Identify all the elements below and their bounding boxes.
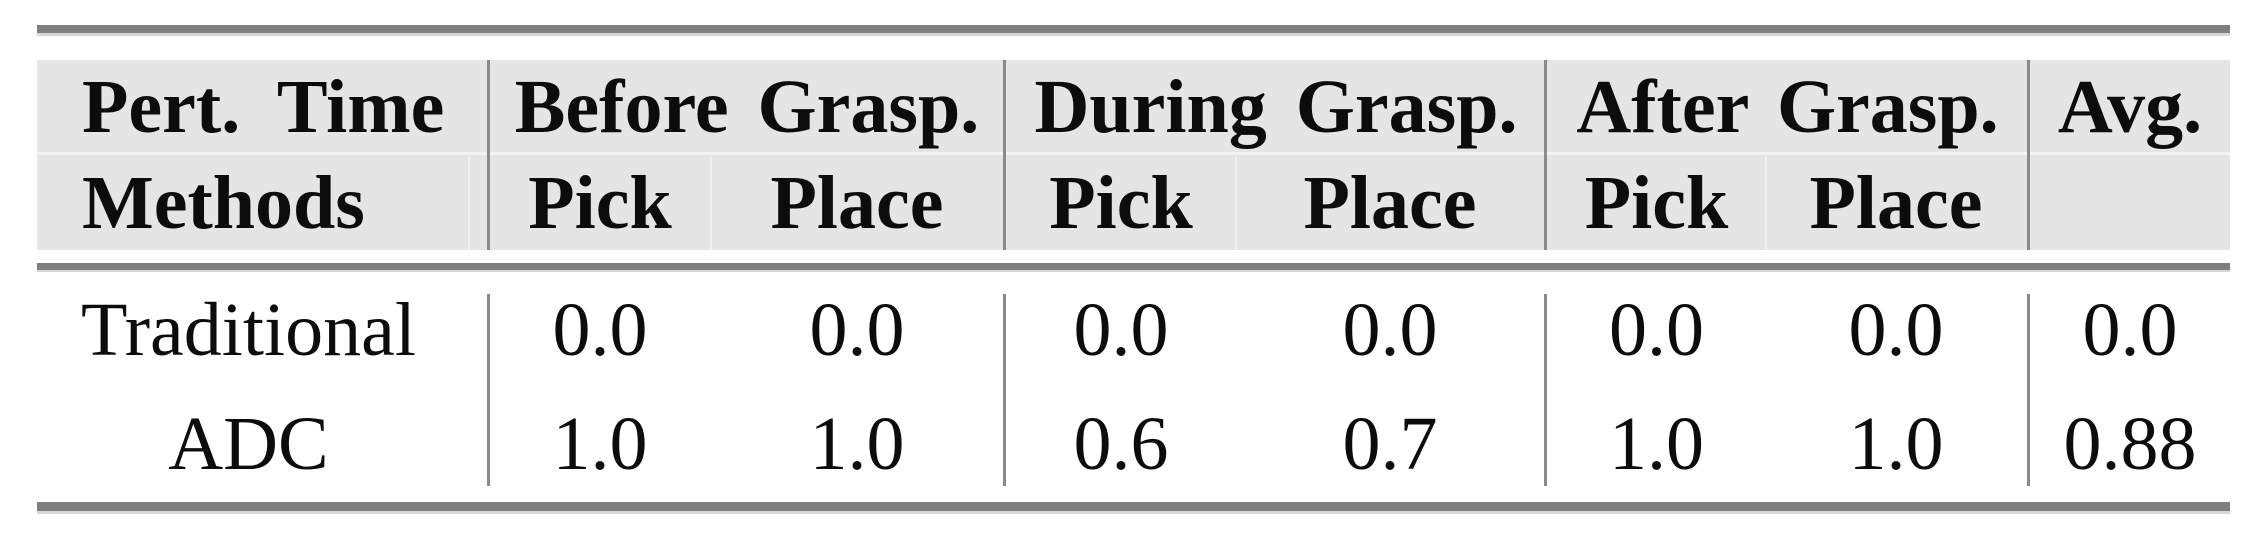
row-adc-before-place: 1.0: [809, 401, 905, 486]
header-during-place: Place: [1303, 161, 1477, 245]
column-separator: [2027, 60, 2030, 250]
header-methods: Methods: [82, 161, 365, 245]
header-row-divider: [37, 152, 2230, 155]
column-separator: [1003, 294, 1006, 486]
header-during-pick: Pick: [1049, 161, 1193, 245]
table-bottom-rule-shadow: [37, 511, 2230, 514]
row-traditional-before-place: 0.0: [809, 287, 905, 372]
header-before-pick: Pick: [528, 161, 672, 245]
header-cell-seam: [710, 156, 712, 250]
table-mid-rule-shadow: [37, 270, 2230, 272]
column-separator: [1003, 60, 1006, 250]
row-traditional-method: Traditional: [81, 287, 416, 372]
header-during-grasp: During Grasp.: [1034, 64, 1518, 149]
header-after-place: Place: [1809, 161, 1983, 245]
table-top-rule-shadow: [37, 33, 2230, 36]
column-separator: [1544, 294, 1547, 486]
header-pert-time: Pert. Time: [82, 64, 445, 149]
header-cell-seam: [1235, 156, 1237, 250]
header-cell-seam: [1765, 156, 1767, 250]
row-traditional-after-pick: 0.0: [1609, 287, 1704, 372]
row-traditional-avg: 0.0: [2082, 287, 2178, 372]
column-separator: [487, 60, 490, 250]
row-adc-after-place: 1.0: [1848, 401, 1944, 486]
row-adc-after-pick: 1.0: [1609, 401, 1704, 486]
row-traditional-after-place: 0.0: [1848, 287, 1944, 372]
header-background: [37, 60, 2230, 250]
row-adc-during-place: 0.7: [1342, 401, 1438, 486]
row-adc-method: ADC: [168, 401, 329, 486]
column-separator: [2027, 294, 2030, 486]
table-top-rule: [37, 25, 2230, 33]
row-adc-avg: 0.88: [2063, 401, 2197, 486]
row-traditional-during-place: 0.0: [1342, 287, 1438, 372]
row-traditional-during-pick: 0.0: [1073, 287, 1169, 372]
table-mid-rule: [37, 263, 2230, 270]
column-separator: [487, 294, 490, 486]
header-before-grasp: Before Grasp.: [514, 64, 980, 149]
header-cell-seam: [468, 156, 470, 250]
row-adc-during-pick: 0.6: [1073, 401, 1169, 486]
header-after-pick: Pick: [1584, 161, 1729, 245]
row-traditional-before-pick: 0.0: [552, 287, 648, 372]
header-after-grasp: After Grasp.: [1576, 64, 1999, 149]
header-before-place: Place: [770, 161, 944, 245]
table-bottom-rule: [37, 502, 2230, 511]
column-separator: [1544, 60, 1547, 250]
row-adc-before-pick: 1.0: [552, 401, 648, 486]
header-avg: Avg.: [2057, 64, 2203, 149]
